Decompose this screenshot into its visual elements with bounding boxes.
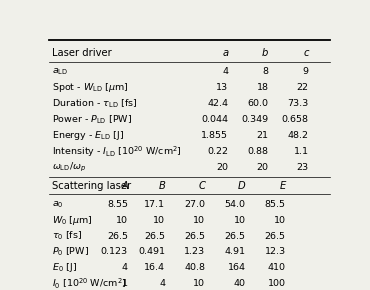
Text: Power - $P_\mathrm{LD}$ [PW]: Power - $P_\mathrm{LD}$ [PW] <box>52 113 132 126</box>
Text: a: a <box>222 48 228 58</box>
Text: Duration - $\tau_\mathrm{LD}$ [fs]: Duration - $\tau_\mathrm{LD}$ [fs] <box>52 97 137 110</box>
Text: 26.5: 26.5 <box>225 231 246 240</box>
Text: 17.1: 17.1 <box>144 200 165 209</box>
Text: 410: 410 <box>268 263 286 272</box>
Text: 0.349: 0.349 <box>241 115 269 124</box>
Text: Intensity - $I_\mathrm{LD}$ [$10^{20}$ W/cm$^2$]: Intensity - $I_\mathrm{LD}$ [$10^{20}$ W… <box>52 144 182 159</box>
Text: A: A <box>121 181 128 191</box>
Text: 42.4: 42.4 <box>207 99 228 108</box>
Text: 0.658: 0.658 <box>282 115 309 124</box>
Text: 0.88: 0.88 <box>248 147 269 156</box>
Text: $P_0$ [PW]: $P_0$ [PW] <box>52 246 89 258</box>
Text: 21: 21 <box>256 131 269 140</box>
Text: 10: 10 <box>116 216 128 225</box>
Text: Spot - $W_\mathrm{LD}$ [$\mu$m]: Spot - $W_\mathrm{LD}$ [$\mu$m] <box>52 81 128 94</box>
Text: $I_0$ [$10^{20}$ W/cm$^2$]: $I_0$ [$10^{20}$ W/cm$^2$] <box>52 277 127 290</box>
Text: 4.91: 4.91 <box>225 247 246 256</box>
Text: B: B <box>158 181 165 191</box>
Text: 27.0: 27.0 <box>184 200 205 209</box>
Text: Scattering laser: Scattering laser <box>52 181 131 191</box>
Text: 26.5: 26.5 <box>144 231 165 240</box>
Text: 48.2: 48.2 <box>287 131 309 140</box>
Text: 85.5: 85.5 <box>265 200 286 209</box>
Text: 10: 10 <box>274 216 286 225</box>
Text: 20: 20 <box>256 163 269 172</box>
Text: 16.4: 16.4 <box>144 263 165 272</box>
Text: $W_0$ [$\mu$m]: $W_0$ [$\mu$m] <box>52 214 93 227</box>
Text: C: C <box>198 181 205 191</box>
Text: Energy - $E_\mathrm{LD}$ [J]: Energy - $E_\mathrm{LD}$ [J] <box>52 129 124 142</box>
Text: 12.3: 12.3 <box>265 247 286 256</box>
Text: 0.123: 0.123 <box>101 247 128 256</box>
Text: 8.55: 8.55 <box>107 200 128 209</box>
Text: 1.855: 1.855 <box>201 131 228 140</box>
Text: b: b <box>262 48 269 58</box>
Text: 8: 8 <box>262 68 269 77</box>
Text: 60.0: 60.0 <box>248 99 269 108</box>
Text: 4: 4 <box>159 279 165 288</box>
Text: 26.5: 26.5 <box>184 231 205 240</box>
Text: c: c <box>303 48 309 58</box>
Text: 40.8: 40.8 <box>184 263 205 272</box>
Text: 40: 40 <box>233 279 246 288</box>
Text: 26.5: 26.5 <box>107 231 128 240</box>
Text: 23: 23 <box>296 163 309 172</box>
Text: E: E <box>279 181 286 191</box>
Text: 26.5: 26.5 <box>265 231 286 240</box>
Text: $\omega_\mathrm{LD}/\omega_p$: $\omega_\mathrm{LD}/\omega_p$ <box>52 160 86 174</box>
Text: 1: 1 <box>122 279 128 288</box>
Text: 9: 9 <box>303 68 309 77</box>
Text: 4: 4 <box>222 68 228 77</box>
Text: 10: 10 <box>194 216 205 225</box>
Text: $a_\mathrm{LD}$: $a_\mathrm{LD}$ <box>52 67 68 77</box>
Text: 73.3: 73.3 <box>287 99 309 108</box>
Text: 0.22: 0.22 <box>207 147 228 156</box>
Text: 18: 18 <box>256 83 269 92</box>
Text: $E_0$ [J]: $E_0$ [J] <box>52 261 77 274</box>
Text: 10: 10 <box>194 279 205 288</box>
Text: 164: 164 <box>228 263 246 272</box>
Text: 22: 22 <box>297 83 309 92</box>
Text: 54.0: 54.0 <box>225 200 246 209</box>
Text: Laser driver: Laser driver <box>52 48 112 58</box>
Text: 10: 10 <box>153 216 165 225</box>
Text: 1.1: 1.1 <box>294 147 309 156</box>
Text: 4: 4 <box>122 263 128 272</box>
Text: 13: 13 <box>216 83 228 92</box>
Text: 0.491: 0.491 <box>138 247 165 256</box>
Text: 20: 20 <box>216 163 228 172</box>
Text: 100: 100 <box>268 279 286 288</box>
Text: $\tau_0$ [fs]: $\tau_0$ [fs] <box>52 230 82 242</box>
Text: 10: 10 <box>233 216 246 225</box>
Text: $a_0$: $a_0$ <box>52 199 64 210</box>
Text: 0.044: 0.044 <box>201 115 228 124</box>
Text: D: D <box>238 181 246 191</box>
Text: 1.23: 1.23 <box>184 247 205 256</box>
